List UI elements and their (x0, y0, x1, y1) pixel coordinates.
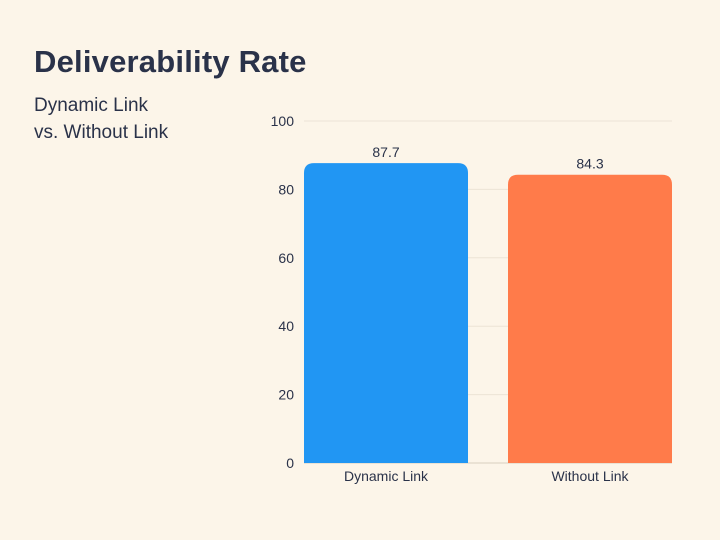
y-tick-label: 40 (278, 318, 294, 334)
data-labels: 87.7 84.3 (372, 144, 603, 172)
x-tick-label: Without Link (551, 468, 629, 484)
x-axis-ticks: Dynamic Link Without Link (344, 468, 630, 484)
y-tick-label: 60 (278, 250, 294, 266)
chart-title: Deliverability Rate (34, 44, 307, 79)
y-tick-label: 20 (278, 387, 294, 403)
data-label: 87.7 (372, 144, 399, 160)
bar-dynamic-link (304, 163, 468, 464)
chart-subtitle: Dynamic Link vs. Without Link (34, 92, 168, 146)
y-tick-label: 80 (278, 181, 294, 197)
y-tick-label: 0 (286, 455, 294, 471)
subtitle-line-1: Dynamic Link (34, 95, 149, 116)
y-axis-ticks: 0 20 40 60 80 100 (271, 113, 295, 471)
x-tick-label: Dynamic Link (344, 468, 429, 484)
subtitle-line-2: vs. Without Link (34, 122, 169, 143)
y-tick-label: 100 (271, 113, 295, 129)
bars (304, 163, 672, 464)
bar-without-link (508, 174, 672, 463)
data-label: 84.3 (576, 156, 603, 172)
